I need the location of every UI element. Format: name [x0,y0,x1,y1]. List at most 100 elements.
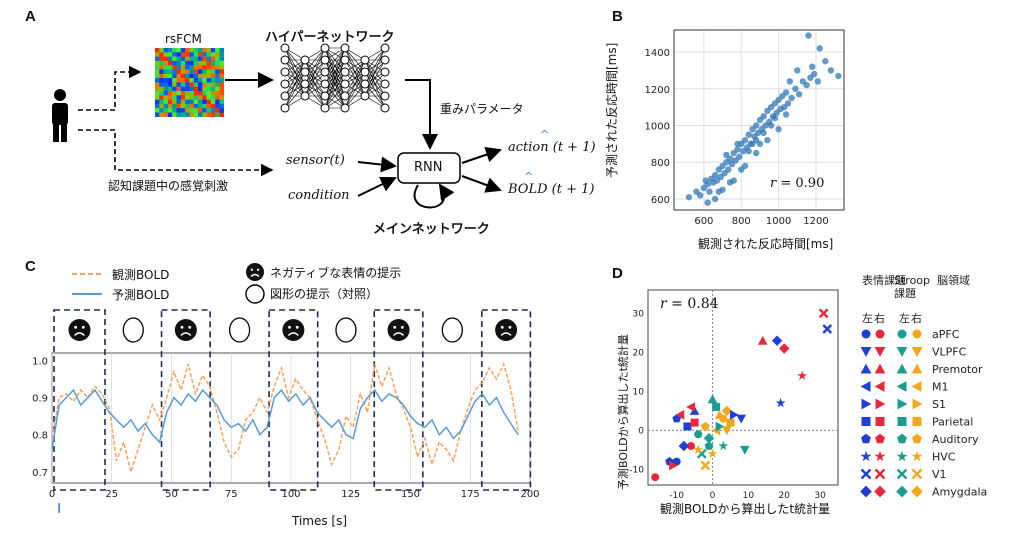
chart-d-point [675,410,685,420]
rsfcm-cell [202,69,207,74]
rsfcm-cell [206,69,212,74]
sad-face-eye [508,325,512,329]
chart-d-point [687,442,696,450]
hypernetwork-node [340,67,350,77]
rsfcm-cell [193,82,199,87]
rsfcm-cell [189,95,194,100]
chart-d-point [651,473,660,482]
rsfcm-cell [167,48,173,53]
rsfcm-cell [189,99,194,105]
rsfcm-cell [163,65,169,70]
legend-marker [861,329,871,339]
rsfcm-cell [172,65,177,70]
rsfcm-cell [155,82,160,87]
chart-d-xtick: 20 [778,491,790,501]
hypernetwork-node [300,55,310,65]
hypernetwork-edge [364,47,386,73]
chart-c-ytick: 0.9 [32,394,48,405]
arrow-to-rnn [405,79,438,150]
rsfcm-cell [219,65,224,70]
rsfcm-cell [180,86,186,92]
rsfcm-cell [206,112,212,117]
rsfcm-cell [159,112,164,117]
rsfcm-cell [215,86,220,92]
rsfcm-cell [193,65,199,70]
rsfcm-cell [167,56,173,62]
hypernetwork-edge [284,71,306,109]
chart-b-point [745,148,752,155]
legend-marker [896,381,907,392]
rsfcm-cell [198,86,203,92]
rsfcm-cell [163,99,169,105]
rsfcm-cell [176,86,181,92]
rsfcm-cell [202,78,207,83]
legend-marker [896,363,908,374]
panel-a-diagram [52,43,502,209]
chart-b-ytick: 1400 [645,48,670,59]
chart-b-point [771,114,779,122]
legend-marker [875,398,886,410]
panel-letter-b: B [612,8,623,25]
rsfcm-cell [176,112,181,117]
negative-block-box [481,309,532,491]
rsfcm-cell [163,86,169,92]
rsfcm-cell [193,91,199,96]
chart-b-point [704,181,711,188]
hypernetwork-edge [364,59,386,97]
hat-action-icon: ^ [540,128,550,141]
chart-d-point [739,445,750,455]
rsfcm-cell [185,65,190,70]
sad-face-mouth [500,332,512,337]
rsfcm-cell [202,52,207,57]
rsfcm-cell [172,60,177,66]
hypernetwork-node [280,67,290,77]
rsfcm-cell [189,108,194,113]
arrow-rnn-to-action [461,146,502,164]
sad-face-eye [500,325,504,329]
rsfcm-cell [185,52,190,57]
rsfcm-cell [189,52,194,57]
rsfcm-cell [198,103,203,109]
rsfcm-cell [159,82,164,87]
hypernetwork-node [320,55,330,65]
rsfcm-cell [198,108,203,113]
chart-d-legend-header: 表情課題 [862,273,906,287]
action-label: action (t + 1) [508,140,596,155]
chart-b-point [711,195,719,203]
chart-d-ytick: 30 [633,309,645,319]
chart-d-point [700,460,711,471]
rsfcm-cell [219,52,224,57]
rsfcm-cell [193,48,199,53]
hypernetwork-edge [324,71,346,109]
block-sad-face-icon [174,319,197,341]
rsfcm-cell [176,99,181,105]
chart-d-point [718,440,729,451]
rsfcm-cell [189,91,194,96]
hypernetwork-edge [324,47,346,85]
rsfcm-cell [172,103,177,109]
sad-face-mouth [393,332,404,337]
hypernetwork-edge [344,59,366,97]
legend-region-label: Amygdala [932,486,987,499]
legend-region-label: S1 [932,398,946,411]
chart-b-point [734,146,741,153]
legend-region-label: Premotor [932,363,983,376]
hypernetwork-node [320,103,330,113]
weights-label: 重みパラメータ [440,102,524,116]
rsfcm-cell [180,82,186,87]
chart-d-xtick: 0 [710,491,716,501]
chart-b-xlabel: 観測された反応時間[ms] [698,237,834,251]
rsfcm-cell [215,112,220,117]
block-sad-face-icon [282,319,305,341]
rsfcm-cell [206,60,212,66]
rsfcm-cell [172,82,177,87]
rsfcm-cell [189,78,194,83]
rsfcm-cell [185,56,190,62]
rsfcm-cell [159,108,164,113]
rsfcm-cell [219,95,224,100]
rsfcm-cell [167,65,173,70]
legend-marker [860,347,872,357]
rsfcm-cell [172,69,177,74]
x-stroke [911,468,923,480]
rsfcm-cell [215,99,220,105]
